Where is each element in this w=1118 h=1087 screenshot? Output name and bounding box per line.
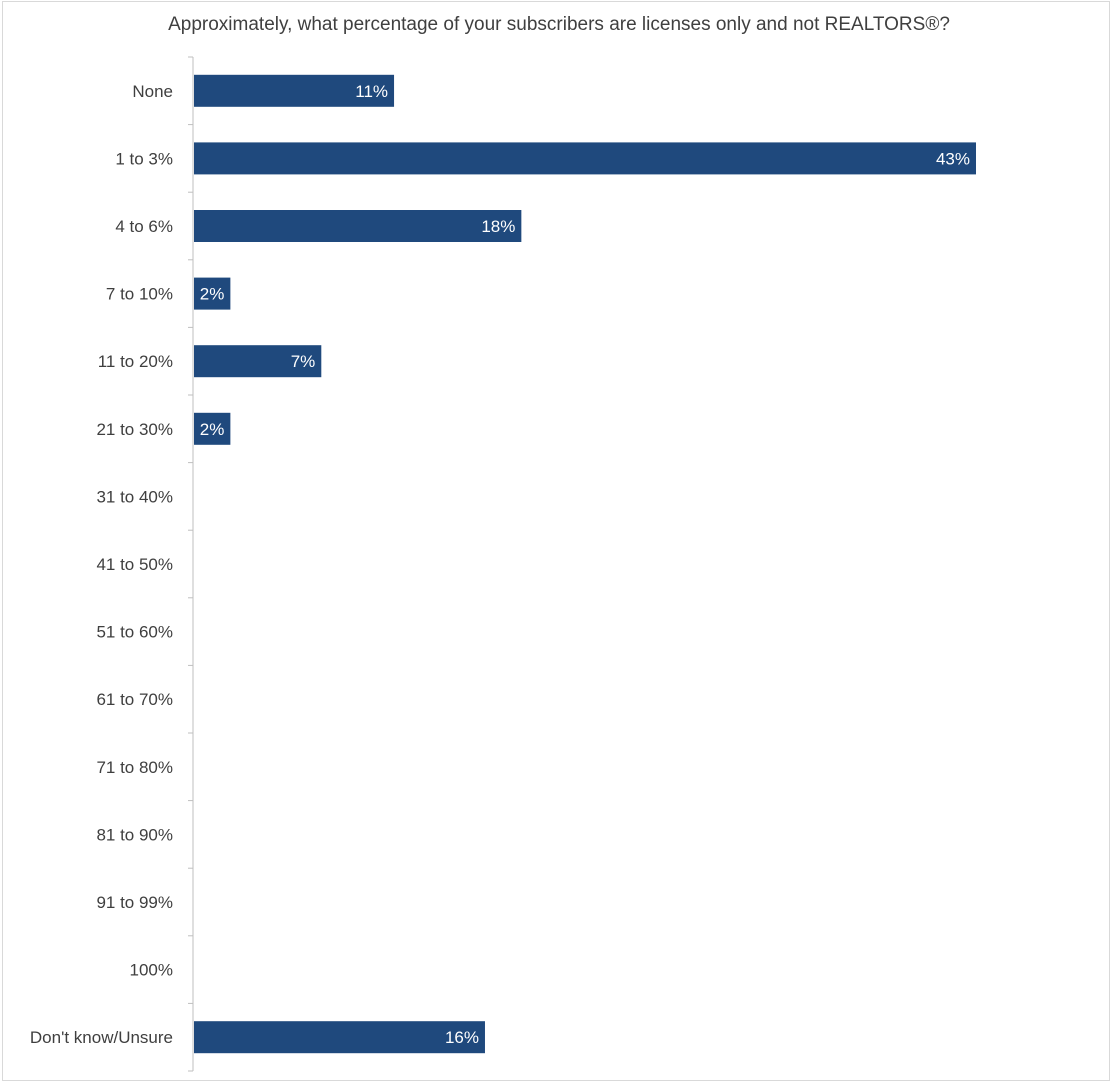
bar <box>194 74 395 107</box>
category-label: 11 to 20% <box>98 352 173 371</box>
category-label: 1 to 3% <box>115 149 173 168</box>
data-label: 2% <box>200 285 225 304</box>
data-label: 7% <box>291 352 316 371</box>
bar <box>194 210 522 242</box>
category-label: 41 to 50% <box>96 555 173 574</box>
category-label: Don't know/Unsure <box>30 1028 173 1047</box>
category-label: 91 to 99% <box>96 893 173 912</box>
data-label: 16% <box>445 1028 479 1047</box>
data-label: 11% <box>355 82 388 101</box>
bar <box>194 345 322 378</box>
category-label: 4 to 6% <box>115 217 173 236</box>
category-label: 61 to 70% <box>96 690 173 709</box>
data-label: 43% <box>936 149 970 168</box>
bar <box>194 277 231 310</box>
category-label: 51 to 60% <box>96 623 173 642</box>
category-label: 31 to 40% <box>96 487 173 506</box>
bar <box>194 1021 485 1054</box>
category-label: 100% <box>130 961 173 980</box>
bar <box>194 412 231 445</box>
data-label: 2% <box>200 420 225 439</box>
category-label: 21 to 30% <box>96 420 173 439</box>
chart-title: Approximately, what percentage of your s… <box>168 14 950 35</box>
data-label: 18% <box>481 217 515 236</box>
category-label: 81 to 90% <box>96 825 173 844</box>
bar <box>194 142 976 175</box>
category-label: None <box>132 82 173 101</box>
category-label: 7 to 10% <box>106 285 173 304</box>
category-label: 71 to 80% <box>96 758 173 777</box>
